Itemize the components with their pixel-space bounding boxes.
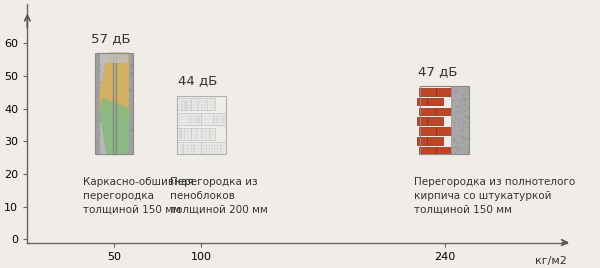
Bar	[177, 96, 226, 154]
Bar	[419, 147, 436, 154]
Polygon shape	[100, 53, 128, 119]
Bar	[417, 117, 427, 125]
Polygon shape	[100, 99, 128, 154]
Bar	[177, 142, 201, 154]
Text: 57 дБ: 57 дБ	[91, 32, 131, 45]
Bar	[177, 128, 191, 140]
Bar	[436, 127, 451, 135]
Text: 47 дБ: 47 дБ	[418, 65, 458, 78]
Bar	[177, 98, 191, 110]
Bar	[419, 127, 436, 135]
Bar	[95, 53, 133, 154]
Bar	[436, 147, 451, 154]
Bar	[191, 128, 215, 140]
Bar	[417, 137, 427, 144]
Bar	[419, 107, 436, 115]
Bar	[436, 107, 451, 115]
Bar	[128, 53, 133, 154]
Bar	[201, 142, 226, 154]
Bar	[421, 86, 469, 154]
Text: Перегородка из
пеноблоков
толщиной 200 мм: Перегородка из пеноблоков толщиной 200 м…	[170, 177, 268, 214]
Bar	[95, 53, 133, 154]
Text: Каркасно-обшивная
перегородка
толщиной 150 мм: Каркасно-обшивная перегородка толщиной 1…	[83, 177, 194, 214]
Bar	[177, 113, 201, 125]
Text: кг/м2: кг/м2	[535, 256, 566, 266]
Bar	[427, 117, 443, 125]
Bar	[95, 53, 100, 154]
Text: Перегородка из полнотелого
кирпича со штукатуркой
толщиной 150 мм: Перегородка из полнотелого кирпича со шт…	[413, 177, 575, 214]
Bar	[417, 98, 427, 105]
Bar	[451, 86, 469, 154]
Text: 44 дБ: 44 дБ	[178, 75, 217, 87]
Bar	[427, 98, 443, 105]
Bar	[201, 113, 226, 125]
Bar	[419, 88, 436, 96]
Bar	[427, 137, 443, 144]
Bar	[100, 53, 128, 63]
Bar	[436, 88, 451, 96]
Bar	[191, 98, 215, 110]
